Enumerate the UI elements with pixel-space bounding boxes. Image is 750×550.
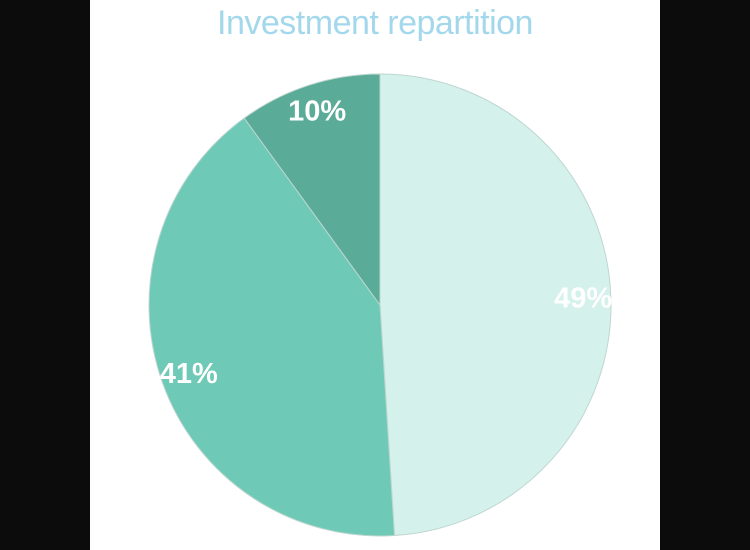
pie-slice-1 xyxy=(148,117,396,537)
pie-slices xyxy=(148,73,612,537)
pie-slice-2 xyxy=(243,73,381,307)
chart-title: Investment repartition xyxy=(217,4,533,42)
pie-slice-label-0: 49% xyxy=(554,283,612,315)
pie-chart: 49% 41% 10% xyxy=(148,73,613,537)
pie-slice-label-2: 10% xyxy=(288,96,346,128)
chart-frame: Investment repartition 49% 41% 10% xyxy=(90,0,660,550)
pie-labels: 49% 41% 10% xyxy=(160,96,613,390)
pie-slice-0 xyxy=(379,73,612,537)
pie-slice-label-1: 41% xyxy=(160,358,218,390)
